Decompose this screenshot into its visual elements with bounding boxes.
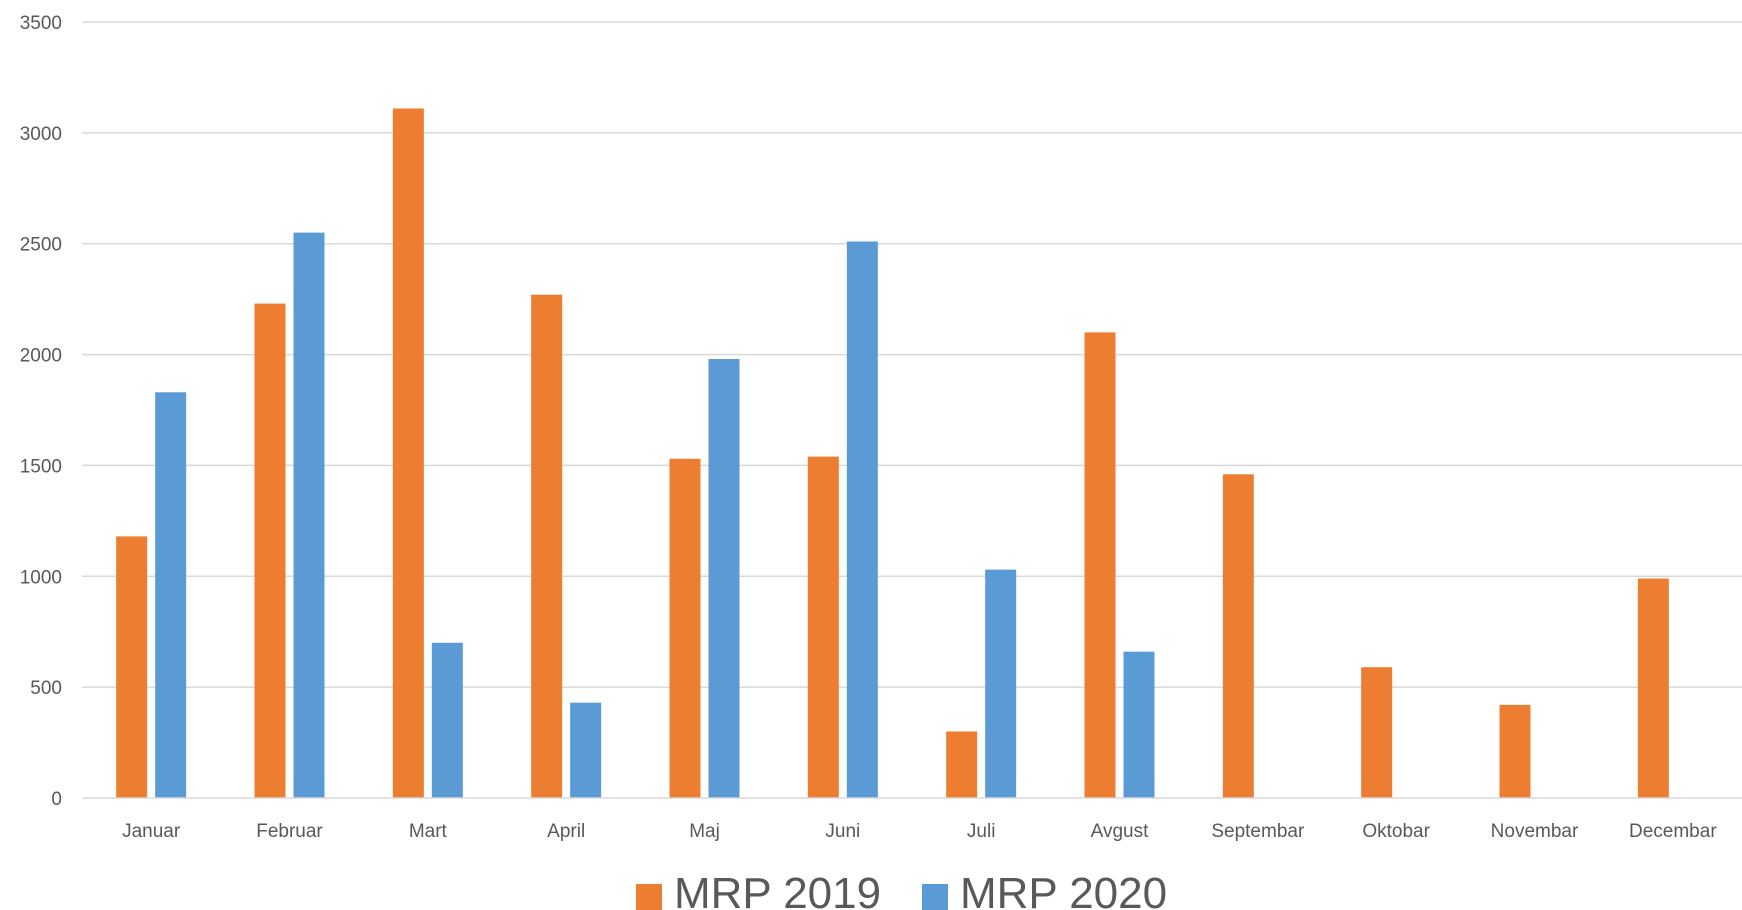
legend-swatch-mrp-2019 <box>636 884 662 910</box>
bar-mrp-2019-novembar <box>1499 704 1531 798</box>
x-tick-label: Januar <box>122 821 181 842</box>
x-tick-label: Novembar <box>1491 821 1579 842</box>
bar-mrp-2019-avgust <box>1084 332 1116 798</box>
y-tick-label: 3500 <box>20 13 62 34</box>
x-tick-label: Avgust <box>1091 821 1149 842</box>
bar-mrp-2020-januar <box>155 392 187 798</box>
y-tick-label: 1500 <box>20 456 62 477</box>
gridlines <box>82 21 1742 688</box>
y-tick-label: 500 <box>30 678 62 699</box>
x-tick-label: Decembar <box>1629 821 1717 842</box>
x-tick-label: Septembar <box>1211 821 1305 842</box>
y-tick-label: 1000 <box>20 567 62 588</box>
x-tick-label: Juni <box>825 821 860 842</box>
bar-mrp-2019-juli <box>946 731 978 798</box>
legend-swatch-mrp-2020 <box>922 884 948 910</box>
legend-label-mrp-2019: MRP 2019 <box>674 869 881 910</box>
x-tick-label: April <box>547 821 585 842</box>
legend-label-mrp-2020: MRP 2020 <box>960 869 1167 910</box>
bar-mrp-2019-septembar <box>1222 474 1254 798</box>
bar-mrp-2019-oktobar <box>1361 667 1393 798</box>
x-axis-tick-labels: Januar Februar Mart April Maj Juni Juli Avgust S… <box>122 821 1717 842</box>
y-tick-label: 2000 <box>20 346 62 367</box>
bar-mrp-2020-april <box>570 702 602 798</box>
bar-mrp-2020-juni <box>846 241 878 799</box>
bar-mrp-2020-avgust <box>1123 651 1155 798</box>
bar-mrp-2019-juni <box>807 456 839 798</box>
y-tick-label: 2500 <box>20 235 62 256</box>
bar-mrp-2019-mart <box>392 108 424 799</box>
bar-mrp-2020-maj <box>708 359 740 798</box>
y-tick-label: 0 <box>51 789 62 810</box>
bar-mrp-2019-januar <box>116 536 148 798</box>
y-tick-label: 3000 <box>20 124 62 145</box>
y-axis-tick-labels: 0 500 1000 1500 2000 2500 3000 3500 <box>20 13 62 810</box>
x-tick-label: Maj <box>689 821 720 842</box>
x-tick-label: Februar <box>256 821 323 842</box>
bar-mrp-2020-februar <box>293 232 325 799</box>
bar-mrp-2020-mart <box>431 642 463 798</box>
x-tick-label: Juli <box>967 821 996 842</box>
bar-mrp-2019-decembar <box>1637 578 1669 798</box>
bar-mrp-2019-april <box>531 294 563 798</box>
bar-mrp-2020-juli <box>985 569 1017 798</box>
x-tick-label: Mart <box>409 821 448 842</box>
x-tick-label: Oktobar <box>1362 821 1430 842</box>
bars <box>116 108 1669 799</box>
bar-mrp-2019-maj <box>669 458 701 798</box>
legend: MRP 2019 MRP 2020 <box>636 869 1167 910</box>
bar-mrp-2019-februar <box>254 303 286 798</box>
